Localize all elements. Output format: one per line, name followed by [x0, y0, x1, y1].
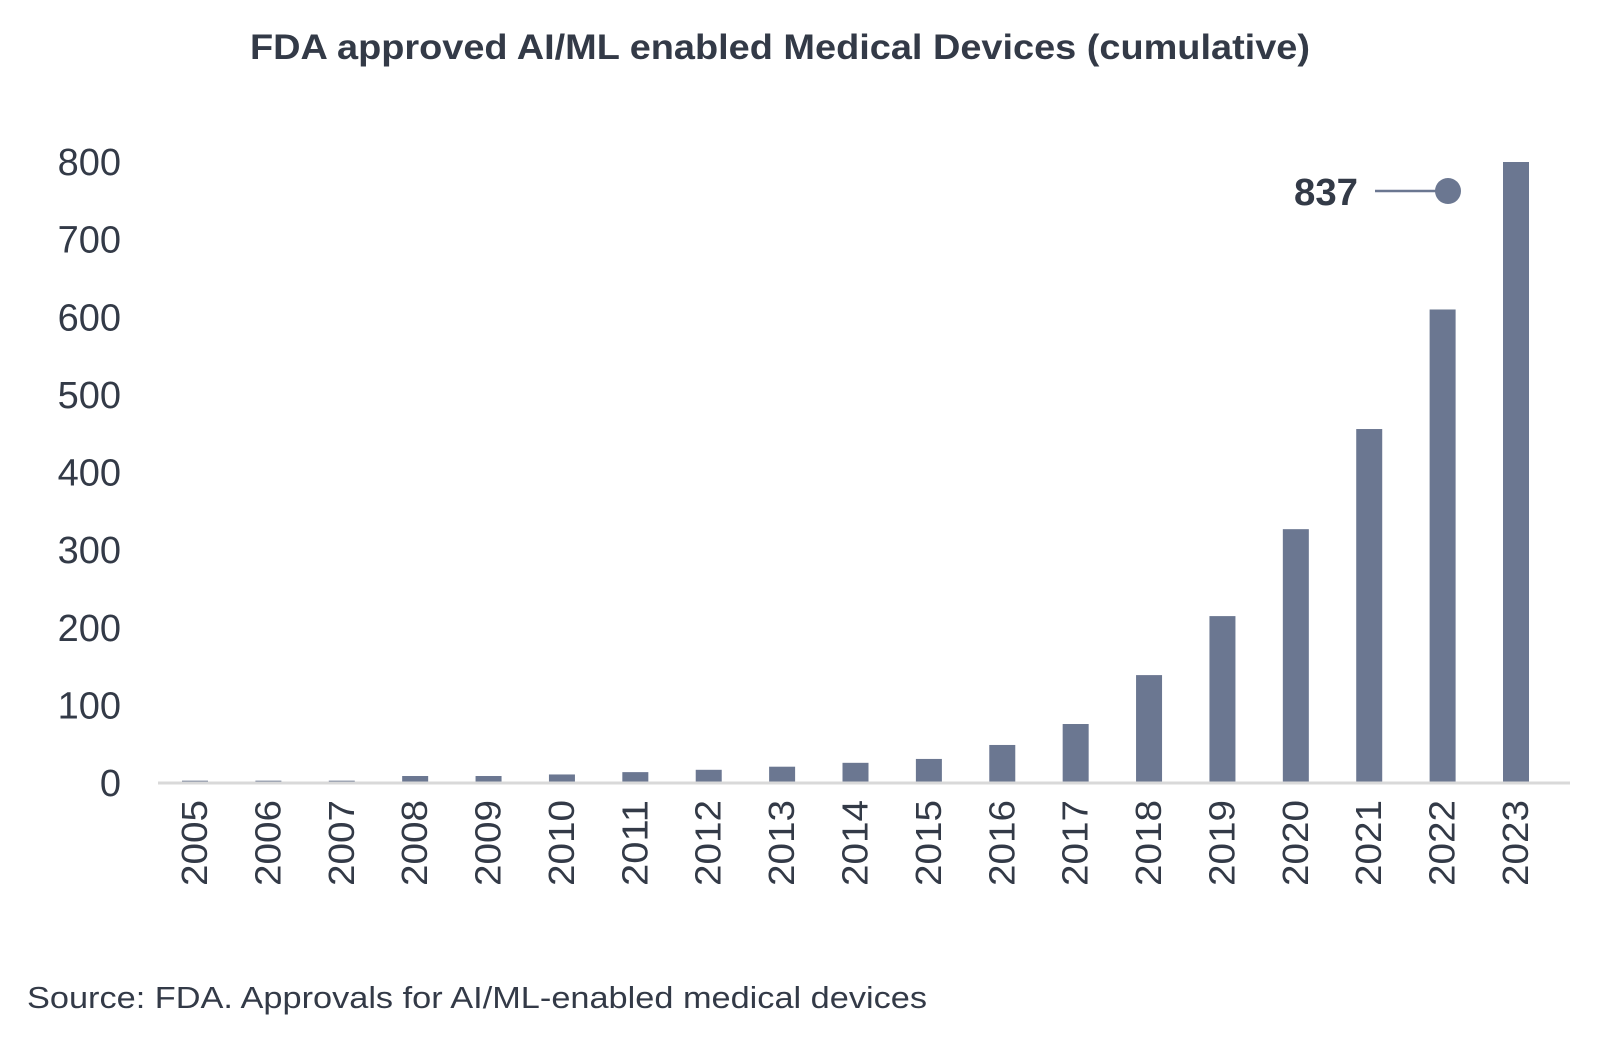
- x-tick-label: 2017: [1055, 800, 1096, 886]
- bar-2017: [1062, 724, 1089, 783]
- y-tick-label: 100: [58, 685, 121, 727]
- x-tick-label: 2005: [174, 800, 215, 886]
- x-tick-label: 2014: [835, 800, 876, 886]
- x-tick-label: 2022: [1422, 800, 1463, 886]
- bar-2015: [915, 758, 942, 783]
- x-tick-label: 2016: [981, 800, 1022, 886]
- y-tick-label: 200: [58, 608, 121, 650]
- bar-2021: [1356, 429, 1383, 783]
- chart-title: FDA approved AI/ML enabled Medical Devic…: [250, 28, 1310, 67]
- x-tick-label: 2015: [908, 800, 949, 886]
- y-tick-label: 500: [58, 375, 121, 417]
- bar-2022: [1429, 309, 1456, 783]
- x-tick-label: 2012: [688, 800, 729, 886]
- y-axis: 0 100 200 300 400 500 600 700 800: [58, 142, 121, 805]
- x-tick-label: 2010: [541, 800, 582, 886]
- y-tick-label: 600: [58, 297, 121, 339]
- x-tick-label: 2020: [1275, 800, 1316, 886]
- source-note: Source: FDA. Approvals for AI/ML-enabled…: [27, 980, 927, 1015]
- y-tick-label: 0: [100, 763, 121, 805]
- y-tick-label: 800: [58, 142, 121, 184]
- bar-2010: [548, 774, 575, 783]
- bar-2019: [1209, 616, 1236, 783]
- x-tick-label: 2007: [321, 800, 362, 886]
- bar-2013: [769, 766, 796, 783]
- x-tick-label: 2006: [247, 800, 288, 886]
- bar-2012: [695, 769, 722, 783]
- bar-2008: [402, 776, 429, 783]
- x-tick-label: 2018: [1128, 800, 1169, 886]
- bar-2014: [842, 762, 869, 783]
- x-tick-label: 2009: [468, 800, 509, 886]
- bar-2009: [475, 776, 502, 783]
- annotation: 837: [1294, 172, 1461, 214]
- y-tick-label: 400: [58, 453, 121, 495]
- x-tick-label: 2023: [1495, 800, 1536, 886]
- x-tick-label: 2013: [761, 800, 802, 886]
- x-tick-label: 2011: [614, 800, 655, 886]
- bar-2018: [1136, 675, 1163, 783]
- y-tick-label: 300: [58, 530, 121, 572]
- bar-2016: [989, 744, 1016, 783]
- x-tick-label: 2021: [1348, 800, 1389, 886]
- annotation-label: 837: [1294, 172, 1358, 214]
- bar-2020: [1282, 529, 1309, 783]
- bar-2023: [1503, 162, 1529, 783]
- x-axis: 2005 2006 2007 2008 2009 2010 2011 2012 2013 2014…: [174, 800, 1536, 886]
- x-tick-label: 2019: [1201, 800, 1242, 886]
- x-tick-label: 2008: [394, 800, 435, 886]
- bar-2011: [622, 772, 649, 783]
- annotation-dot: [1435, 178, 1461, 204]
- bars: [182, 162, 1529, 783]
- y-tick-label: 700: [58, 220, 121, 262]
